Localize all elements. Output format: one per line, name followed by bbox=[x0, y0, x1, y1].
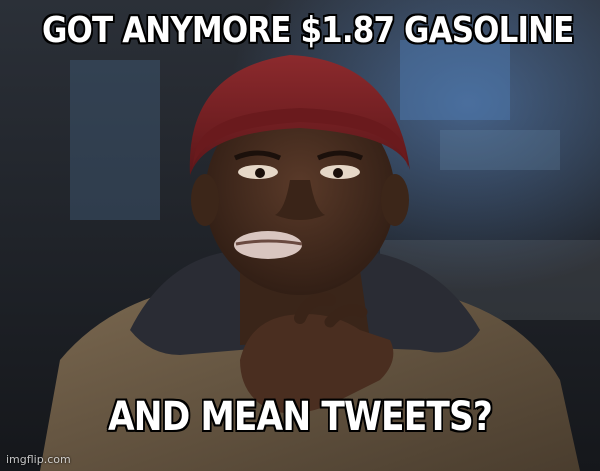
finger-2 bbox=[324, 304, 368, 328]
hand bbox=[240, 314, 394, 414]
right-eyebrow bbox=[316, 150, 364, 161]
right-ear bbox=[381, 174, 409, 226]
background-window-right bbox=[400, 40, 510, 120]
mouth bbox=[234, 231, 302, 259]
left-ear bbox=[191, 174, 219, 226]
left-eyebrow bbox=[234, 150, 282, 161]
right-pupil bbox=[333, 168, 343, 178]
background-light-bar bbox=[440, 130, 560, 170]
background-window-left bbox=[70, 60, 160, 220]
lip-line bbox=[235, 239, 303, 246]
top-caption: GOT ANYMORE $1.87 GASOLINE bbox=[42, 10, 574, 51]
nose bbox=[275, 180, 325, 220]
finger-1 bbox=[294, 293, 336, 324]
left-pupil bbox=[255, 168, 265, 178]
bottom-caption: AND MEAN TWEETS? bbox=[108, 394, 493, 440]
beanie-fold bbox=[192, 108, 408, 170]
imgflip-watermark: imgflip.com bbox=[6, 453, 71, 466]
